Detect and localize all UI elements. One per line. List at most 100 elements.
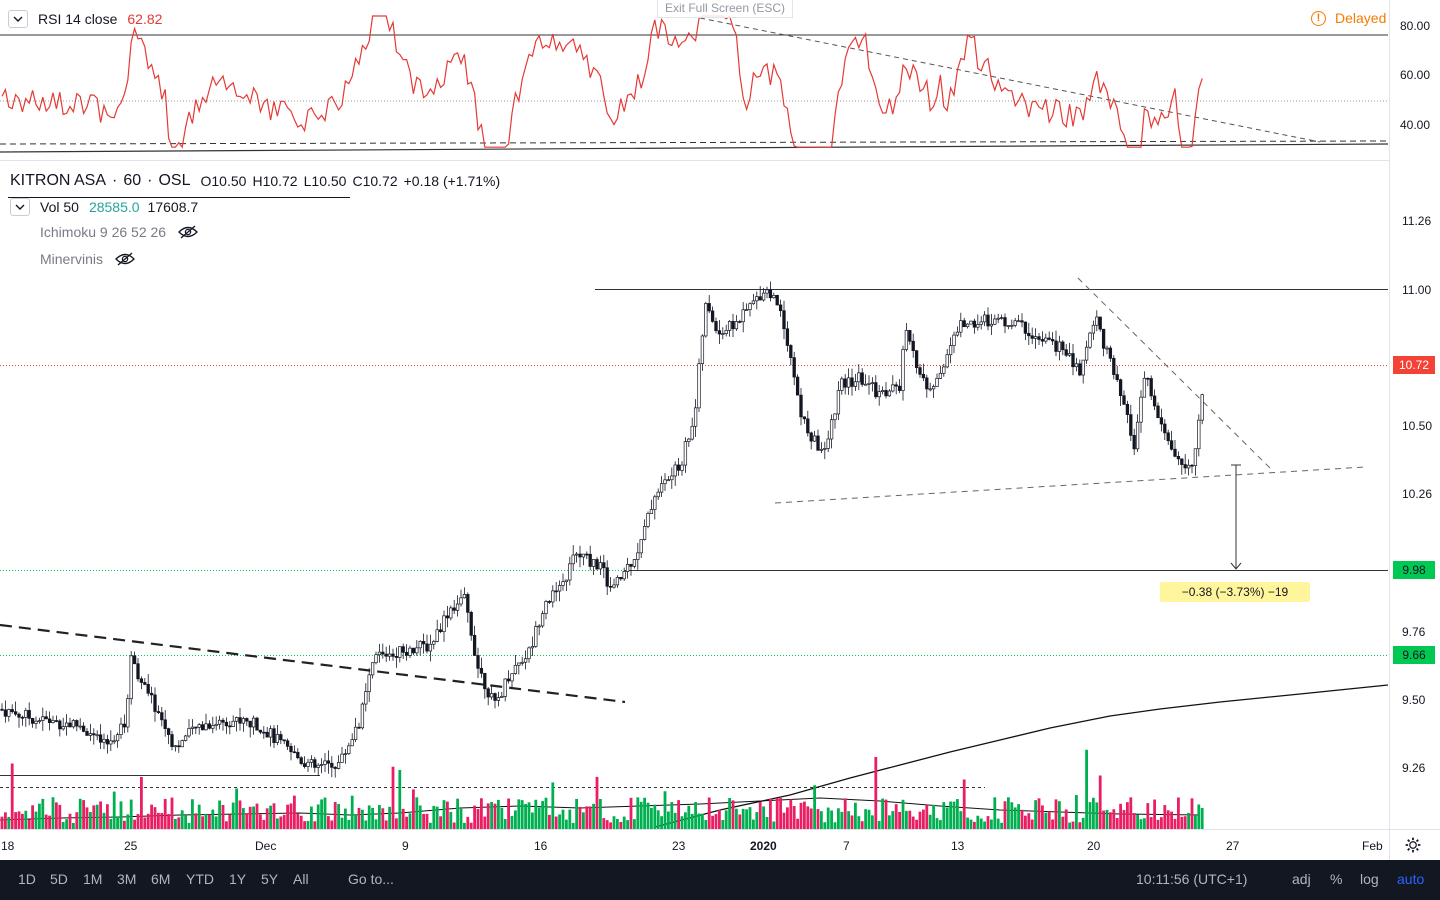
eye-hidden-icon[interactable] [115,252,135,266]
volume-bar [517,799,521,829]
volume-bar [792,806,796,829]
range-1d-button[interactable]: 1D [18,871,36,887]
candle-body [469,612,473,636]
indicators-collapse-button[interactable] [10,198,30,216]
eye-hidden-icon[interactable] [178,225,199,239]
candle-body [707,303,711,312]
candle-body [748,303,752,310]
candle-body [901,349,905,391]
candle-body [887,390,892,397]
candle-body [571,554,575,565]
range-all-button[interactable]: All [293,871,309,887]
range-ytd-button[interactable]: YTD [186,871,214,887]
volume-bar [55,802,58,829]
volume-bar [10,763,14,829]
auto-toggle[interactable]: auto [1397,871,1425,887]
range-6m-button[interactable]: 6M [151,871,171,887]
volume-bar [979,818,983,829]
volume-bar [959,811,963,829]
percent-toggle[interactable]: % [1330,871,1343,887]
candle-body [462,594,467,599]
volume-bar [174,818,177,829]
volume-bar [1153,799,1156,829]
range-3m-button[interactable]: 3M [117,871,137,887]
volume-bar [92,805,96,829]
time-axis-label: 2020 [750,839,777,853]
delayed-badge[interactable]: ! Delayed [1311,10,1386,26]
candle-body [955,331,960,336]
ichimoku-legend[interactable]: Ichimoku 9 26 52 26 [40,224,199,240]
candle-body [156,711,161,713]
minervinis-legend[interactable]: Minervinis [40,251,135,267]
volume-bar [391,766,395,829]
volume-bar [129,799,133,829]
candle-body [673,464,677,477]
volume-bar [724,810,728,829]
exit-fullscreen-hint[interactable]: Exit Full Screen (ESC) [657,0,793,18]
candle-body [775,294,779,306]
candle-body [612,584,616,588]
price-axis-label: 11.26 [1402,214,1432,228]
goto-button[interactable]: Go to... [348,871,394,887]
candle-body [231,720,235,727]
info-icon: ! [1311,10,1326,26]
price-axis-label: 9.76 [1402,625,1426,639]
range-5d-button[interactable]: 5D [50,871,68,887]
volume-bar [323,797,327,829]
candle-body [347,745,351,754]
volume-bar [561,809,565,829]
volume-bar [194,813,198,829]
candlesticks [0,281,1204,778]
candle-body [435,629,439,642]
chart-canvas[interactable] [0,0,1440,860]
volume-bar [551,782,555,829]
candle-body [1146,377,1150,380]
volume-bar [537,807,541,829]
price-axis-label: 9.50 [1402,693,1426,707]
candle-body [959,320,963,333]
range-5y-button[interactable]: 5Y [261,871,279,887]
candle-body [30,717,35,724]
volume-bar [908,810,912,829]
candle-body [826,438,830,449]
candle-body [891,384,895,392]
candle-body [1173,448,1177,457]
volume-bar [884,799,888,829]
candle-body [880,390,885,392]
range-1m-button[interactable]: 1M [83,871,103,887]
settings-gear-icon[interactable] [1402,836,1424,854]
volume-bar [286,804,289,829]
candle-body [61,726,65,730]
candle-body [945,354,949,368]
log-toggle[interactable]: log [1360,871,1379,887]
volume-bar [932,804,935,829]
volume-bar [269,805,272,829]
rsi-collapse-button[interactable] [8,10,28,28]
adj-toggle[interactable]: adj [1292,871,1311,887]
candle-body [639,539,643,554]
volume-bar [398,770,402,829]
candle-body [54,720,59,722]
symbol-interval[interactable]: 60 [123,172,142,189]
volume-bar [344,808,347,829]
range-1y-button[interactable]: 1Y [229,871,247,887]
candle-body [432,641,436,645]
candle-body [758,296,762,301]
symbol-name[interactable]: KITRON ASA [10,172,107,189]
candle-body [275,734,280,743]
volume-bar [850,815,854,829]
volume-bar [1115,817,1119,829]
candle-body [1078,363,1082,376]
candle-body [279,734,283,741]
clock-time[interactable]: 10:11:56 (UTC+1) [1136,871,1248,887]
volume-bar [14,812,17,829]
candle-body [874,382,878,398]
time-axis-label: 25 [124,839,138,853]
candle-body [935,378,939,387]
volume-bar [466,816,470,829]
candle-body [211,725,215,729]
volume-bar [789,799,793,829]
open-label: O [200,173,212,189]
candle-body [415,647,419,654]
candle-body [1193,448,1198,466]
